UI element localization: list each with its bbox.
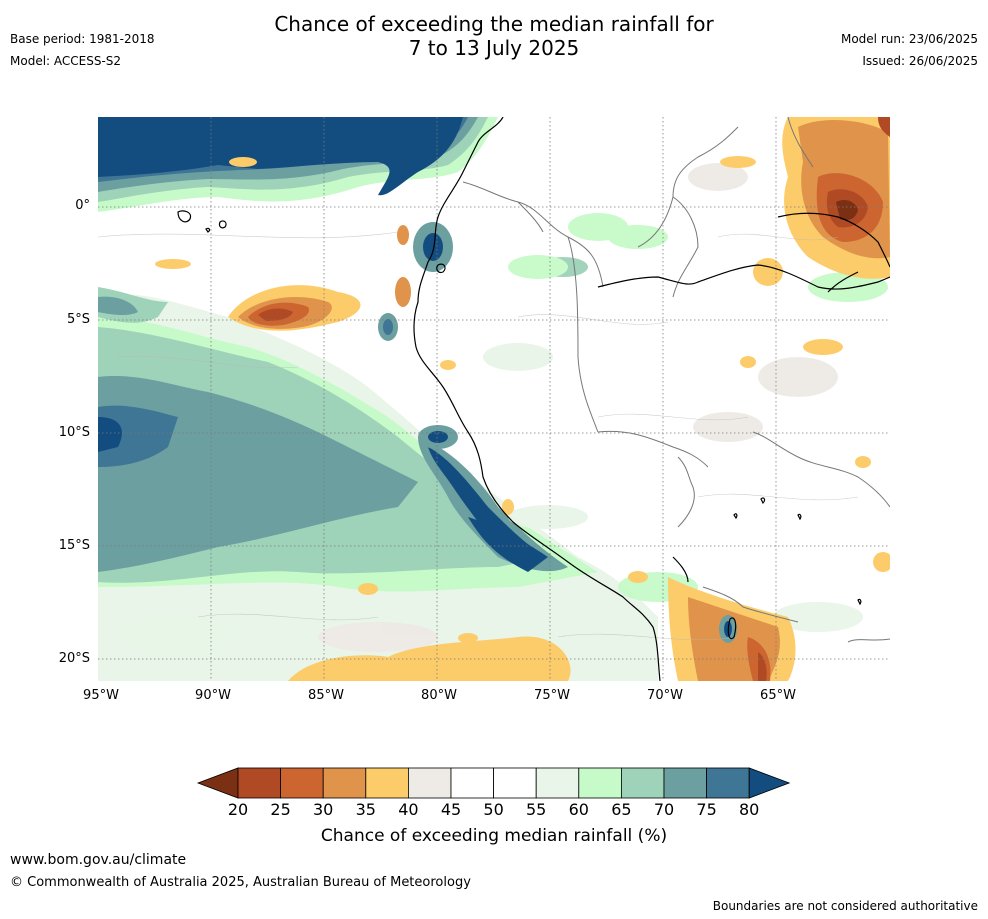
colorbar-swatch xyxy=(280,767,324,799)
model-name: Model: ACCESS-S2 xyxy=(10,54,122,68)
wet-anomaly-ocean xyxy=(98,117,658,681)
lat-label-5s: 5°S xyxy=(66,312,90,327)
colorbar-tick-label: 70 xyxy=(653,800,675,819)
footer-link[interactable]: www.bom.gov.au/climate xyxy=(10,852,187,868)
lon-label-75w: 75°W xyxy=(534,688,570,703)
meta-right: Model run: 23/06/2025 Issued: 26/06/2025 xyxy=(841,28,978,72)
lon-label-85w: 85°W xyxy=(308,688,344,703)
meta-left: Base period: 1981-2018 Model: ACCESS-S2 xyxy=(10,28,155,72)
issued-date: Issued: 26/06/2025 xyxy=(862,54,978,68)
base-period: Base period: 1981-2018 xyxy=(10,32,155,46)
lat-label-10s: 10°S xyxy=(58,425,90,440)
footer-copyright: © Commonwealth of Australia 2025, Austra… xyxy=(10,875,471,890)
lat-label-15s: 15°S xyxy=(58,538,90,553)
title-line-1: Chance of exceeding the median rainfall … xyxy=(274,12,714,36)
title-line-2: 7 to 13 July 2025 xyxy=(408,36,580,60)
lat-label-20s: 20°S xyxy=(58,651,90,666)
colorbar-swatches xyxy=(196,767,791,799)
colorbar-tick-label: 40 xyxy=(398,800,419,819)
colorbar-tick-label: 20 xyxy=(227,800,249,819)
colorbar-tick-label: 60 xyxy=(568,800,589,819)
colorbar-label: Chance of exceeding median rainfall (%) xyxy=(320,826,668,846)
colorbar-extend-high xyxy=(748,767,791,799)
colorbar-swatch xyxy=(407,767,452,799)
rainfall-map xyxy=(98,117,890,681)
colorbar-tick-label: 25 xyxy=(270,800,291,819)
colorbar-swatch xyxy=(365,767,409,799)
dry-anomaly xyxy=(155,117,890,681)
colorbar-tick-label: 50 xyxy=(483,800,504,819)
map-title: Chance of exceeding the median rainfall … xyxy=(0,12,988,60)
model-run: Model run: 23/06/2025 xyxy=(840,32,978,46)
colorbar-tick-label: 45 xyxy=(440,800,462,819)
lon-label-70w: 70°W xyxy=(647,688,683,703)
coastlines xyxy=(177,117,890,681)
colorbar-swatch xyxy=(535,767,580,799)
colorbar-swatch xyxy=(493,767,537,799)
lon-label-90w: 90°W xyxy=(195,688,231,703)
land-anomaly xyxy=(118,163,888,657)
lon-label-80w: 80°W xyxy=(421,688,457,703)
colorbar-swatch xyxy=(578,767,622,799)
grid xyxy=(98,117,890,681)
lon-label-95w: 95°W xyxy=(83,688,119,703)
colorbar-swatch xyxy=(663,767,707,799)
colorbar-tick-label: 30 xyxy=(313,800,334,819)
lat-label-0: 0° xyxy=(75,198,90,213)
colorbar-extend-low xyxy=(196,767,239,799)
colorbar-tick-label: 35 xyxy=(355,800,376,819)
footer-note: Boundaries are not considered authoritat… xyxy=(712,899,978,913)
colorbar-swatch xyxy=(620,767,665,799)
colorbar-swatch xyxy=(450,767,494,799)
colorbar-tick-label: 80 xyxy=(739,800,760,819)
colorbar xyxy=(196,767,791,799)
colorbar-tick-label: 55 xyxy=(526,800,547,819)
colorbar-tick-label: 75 xyxy=(696,800,717,819)
colorbar-tick-label: 65 xyxy=(611,800,632,819)
colorbar-swatch xyxy=(706,767,750,799)
lon-label-65w: 65°W xyxy=(760,688,796,703)
contour-lines xyxy=(98,231,859,641)
colorbar-swatch xyxy=(322,767,367,799)
country-borders xyxy=(462,117,890,643)
colorbar-swatch xyxy=(237,767,281,799)
